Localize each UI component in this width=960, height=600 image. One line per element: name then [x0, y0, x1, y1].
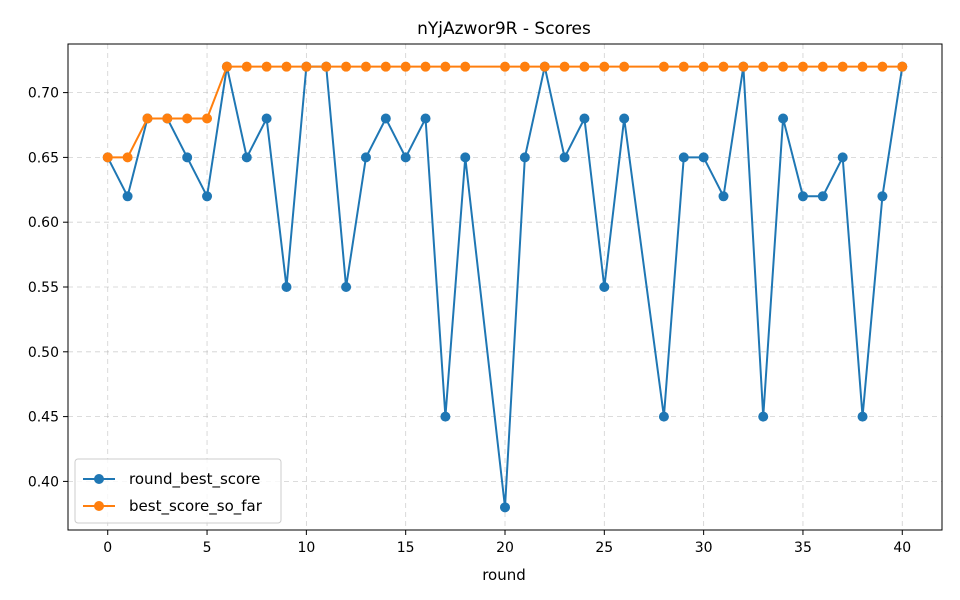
data-point-best-score-so-far — [778, 61, 789, 72]
data-point-round-best-score — [678, 152, 689, 163]
x-tick-label: 20 — [496, 540, 514, 556]
data-point-round-best-score — [182, 152, 193, 163]
data-point-best-score-so-far — [718, 61, 729, 72]
data-point-best-score-so-far — [460, 61, 471, 72]
x-tick-label: 0 — [103, 540, 112, 556]
data-point-round-best-score — [380, 113, 391, 124]
data-point-round-best-score — [122, 191, 133, 202]
data-point-best-score-so-far — [380, 61, 391, 72]
data-point-round-best-score — [400, 152, 411, 163]
data-point-best-score-so-far — [897, 61, 908, 72]
data-point-best-score-so-far — [400, 61, 411, 72]
legend: round_best_score best_score_so_far — [74, 458, 282, 524]
data-point-round-best-score — [619, 113, 630, 124]
data-point-round-best-score — [758, 411, 769, 422]
data-point-round-best-score — [599, 282, 610, 292]
data-point-round-best-score — [797, 191, 808, 202]
data-point-best-score-so-far — [102, 152, 113, 163]
data-point-round-best-score — [718, 191, 729, 202]
data-point-round-best-score — [698, 152, 709, 163]
data-point-round-best-score — [202, 191, 213, 202]
data-point-best-score-so-far — [579, 61, 590, 72]
y-tick-label: 0.70 — [28, 86, 59, 102]
data-point-best-score-so-far — [678, 61, 689, 72]
data-point-round-best-score — [837, 152, 848, 163]
legend-marker-best-score-so-far — [94, 501, 104, 511]
data-point-best-score-so-far — [301, 61, 312, 72]
y-axis-ticks: 0.40 0.45 0.50 0.55 0.60 0.65 0.70 — [28, 86, 68, 490]
legend-label-round-best-score: round_best_score — [129, 470, 260, 489]
data-point-best-score-so-far — [758, 61, 769, 72]
data-point-best-score-so-far — [837, 61, 848, 72]
x-tick-label: 15 — [397, 540, 415, 556]
data-point-round-best-score — [857, 411, 868, 422]
data-point-round-best-score — [420, 113, 431, 124]
x-tick-label: 35 — [794, 540, 812, 556]
x-axis-ticks: 0 5 10 15 20 25 30 35 40 — [103, 530, 911, 556]
data-point-best-score-so-far — [162, 113, 173, 124]
data-point-best-score-so-far — [221, 61, 232, 72]
data-point-best-score-so-far — [539, 61, 550, 72]
data-point-best-score-so-far — [797, 61, 808, 72]
data-point-best-score-so-far — [857, 61, 868, 72]
x-tick-label: 10 — [297, 540, 315, 556]
data-point-round-best-score — [778, 113, 789, 124]
data-point-best-score-so-far — [202, 113, 213, 124]
data-point-round-best-score — [559, 152, 570, 163]
data-point-best-score-so-far — [261, 61, 272, 72]
data-point-best-score-so-far — [341, 61, 352, 72]
data-point-round-best-score — [817, 191, 828, 202]
data-point-best-score-so-far — [500, 61, 510, 72]
data-point-round-best-score — [579, 113, 590, 124]
data-point-round-best-score — [440, 411, 451, 422]
y-tick-label: 0.60 — [28, 215, 59, 231]
y-tick-label: 0.40 — [28, 474, 59, 490]
data-point-round-best-score — [360, 152, 371, 163]
data-point-best-score-so-far — [142, 113, 153, 124]
x-tick-label: 40 — [893, 540, 911, 556]
data-point-round-best-score — [500, 502, 510, 513]
data-point-best-score-so-far — [321, 61, 332, 72]
data-point-best-score-so-far — [698, 61, 709, 72]
data-point-best-score-so-far — [658, 61, 669, 72]
data-point-best-score-so-far — [519, 61, 530, 72]
data-point-round-best-score — [877, 191, 888, 202]
series-layer — [102, 61, 908, 513]
data-point-round-best-score — [658, 411, 669, 422]
y-tick-label: 0.50 — [28, 345, 59, 361]
data-point-round-best-score — [261, 113, 272, 124]
data-point-best-score-so-far — [241, 61, 252, 72]
series-best-score-so-far — [102, 61, 908, 163]
x-tick-label: 30 — [695, 540, 713, 556]
chart-title: nYjAzwor9R - Scores — [417, 19, 591, 39]
y-tick-label: 0.65 — [28, 150, 59, 166]
x-tick-label: 25 — [595, 540, 613, 556]
data-point-best-score-so-far — [360, 61, 371, 72]
data-point-best-score-so-far — [281, 61, 292, 72]
data-point-best-score-so-far — [440, 61, 451, 72]
y-tick-label: 0.55 — [28, 280, 59, 296]
data-point-best-score-so-far — [817, 61, 828, 72]
data-point-round-best-score — [460, 152, 471, 163]
data-point-best-score-so-far — [738, 61, 749, 72]
data-point-best-score-so-far — [182, 113, 193, 124]
legend-box — [74, 458, 282, 524]
data-point-round-best-score — [241, 152, 252, 163]
x-axis-label: round — [482, 566, 526, 584]
y-tick-label: 0.45 — [28, 410, 59, 426]
x-tick-label: 5 — [203, 540, 212, 556]
data-point-best-score-so-far — [877, 61, 888, 72]
legend-label-best-score-so-far: best_score_so_far — [129, 497, 263, 516]
data-point-round-best-score — [519, 152, 530, 163]
data-point-best-score-so-far — [619, 61, 630, 72]
data-point-round-best-score — [281, 282, 292, 292]
data-point-best-score-so-far — [122, 152, 133, 163]
series-round-best-score — [102, 61, 908, 513]
data-point-round-best-score — [341, 282, 352, 292]
data-point-best-score-so-far — [599, 61, 610, 72]
data-point-best-score-so-far — [559, 61, 570, 72]
data-point-best-score-so-far — [420, 61, 431, 72]
legend-marker-round-best-score — [94, 474, 104, 484]
